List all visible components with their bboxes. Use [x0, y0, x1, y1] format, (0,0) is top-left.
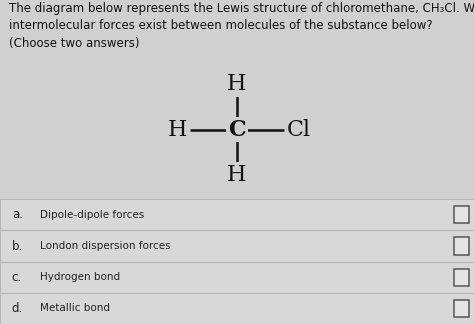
Text: Hydrogen bond: Hydrogen bond — [40, 272, 120, 282]
Text: London dispersion forces: London dispersion forces — [40, 241, 171, 251]
FancyBboxPatch shape — [0, 199, 474, 230]
Text: H: H — [227, 164, 247, 186]
FancyBboxPatch shape — [0, 293, 474, 324]
FancyBboxPatch shape — [0, 262, 474, 293]
Text: d.: d. — [12, 302, 23, 315]
FancyBboxPatch shape — [454, 237, 469, 255]
FancyBboxPatch shape — [454, 300, 469, 317]
Text: H: H — [227, 73, 247, 95]
FancyBboxPatch shape — [454, 269, 469, 286]
Text: C: C — [228, 119, 246, 141]
Text: c.: c. — [12, 271, 22, 284]
Text: b.: b. — [12, 239, 23, 252]
FancyBboxPatch shape — [0, 230, 474, 262]
Text: Dipole-dipole forces: Dipole-dipole forces — [40, 210, 145, 220]
Text: The diagram below represents the Lewis structure of chloromethane, CH₃Cl. What t: The diagram below represents the Lewis s… — [9, 2, 474, 50]
Text: Cl: Cl — [287, 119, 310, 141]
Text: a.: a. — [12, 208, 23, 221]
Text: Metallic bond: Metallic bond — [40, 303, 110, 313]
FancyBboxPatch shape — [454, 206, 469, 224]
Text: H: H — [168, 119, 188, 141]
